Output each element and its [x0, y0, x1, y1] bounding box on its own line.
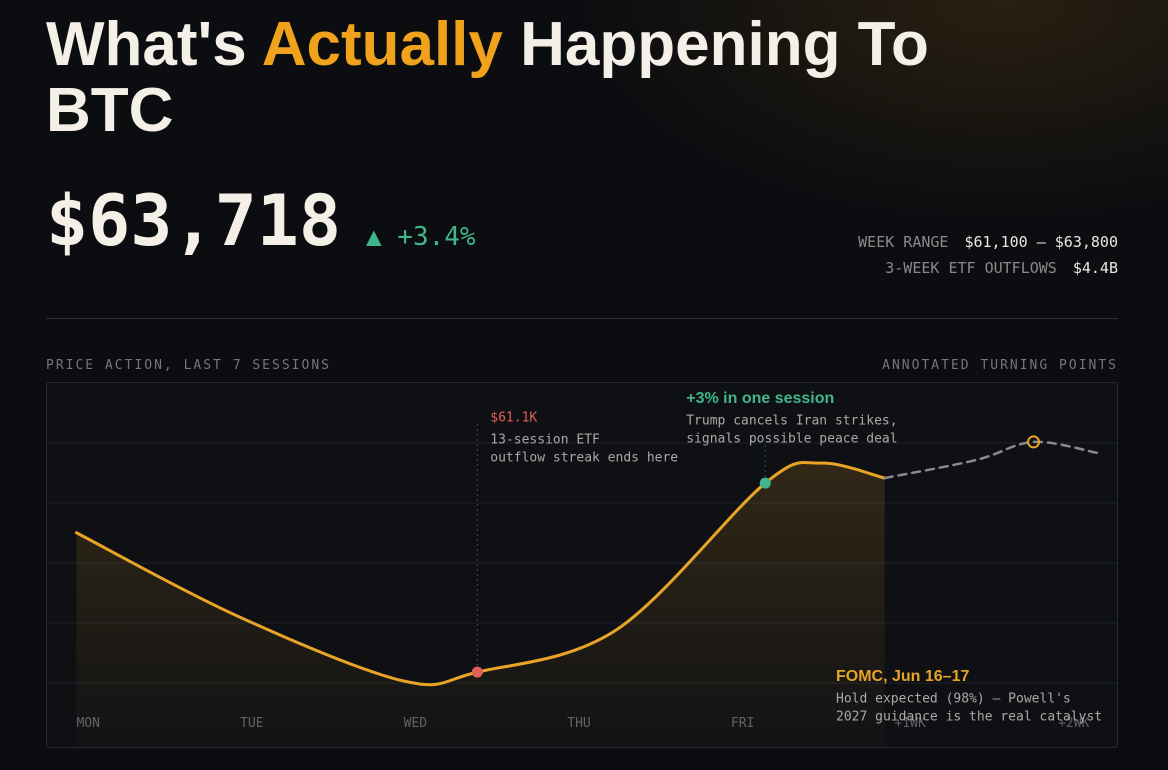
x-tick-label: +2WK	[1058, 716, 1089, 731]
headline: What's Actually Happening To BTC	[46, 12, 1006, 144]
title-highlight: Actually	[261, 10, 503, 79]
price-line	[74, 460, 887, 687]
annotation-text: Hold expected (98%) — Powell's	[836, 692, 1071, 707]
forecast-line	[883, 440, 1099, 480]
section-label: PRICE ACTION, LAST 7 SESSIONS	[46, 358, 331, 373]
divider	[46, 318, 1118, 319]
stat-label: WEEK RANGE	[858, 233, 949, 251]
area	[76, 462, 885, 747]
stat-row: WEEK RANGE $61,100 – $63,800	[858, 233, 1118, 251]
forecast-marker	[1027, 435, 1041, 449]
chart: MONTUEWEDTHUFRI+1WK+2WK $61.1K13-session…	[46, 382, 1118, 748]
title-part: What's	[46, 10, 247, 79]
annotation-title: FOMC, Jun 16–17	[836, 668, 969, 685]
annotation-title: +3% in one session	[686, 390, 834, 407]
stat-value: $4.4B	[1072, 259, 1118, 277]
stat-label: 3-WEEK ETF OUTFLOWS	[885, 259, 1057, 277]
annotation-text: outflow streak ends here	[490, 451, 678, 466]
turning-point	[759, 477, 771, 489]
title-part: Happening To BTC	[46, 10, 929, 145]
annotation-text: 2027 guidance is the real catalyst	[836, 710, 1102, 725]
turning-point	[471, 666, 483, 678]
annotation-text: Trump cancels Iran strikes,	[686, 414, 897, 429]
section-label: ANNOTATED TURNING POINTS	[882, 358, 1118, 373]
price-change: ▲ +3.4%	[366, 222, 476, 252]
price: $63,718	[46, 180, 342, 262]
stat-value: $61,100 – $63,800	[964, 233, 1118, 251]
stat-row: 3-WEEK ETF OUTFLOWS $4.4B	[885, 259, 1118, 277]
x-tick-label: +1WK	[894, 716, 925, 731]
annotation-title: $61.1K	[490, 411, 537, 426]
annotation-text: signals possible peace deal	[686, 432, 897, 447]
annotation-text: 13-session ETF	[490, 433, 600, 448]
